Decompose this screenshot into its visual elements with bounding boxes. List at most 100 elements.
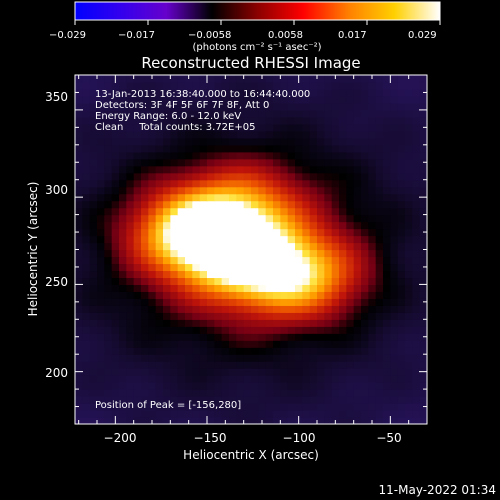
heatmap-cell xyxy=(405,214,413,223)
heatmap-cell xyxy=(89,270,98,279)
heatmap-cell xyxy=(251,165,259,174)
heatmap-cell xyxy=(236,186,245,195)
heatmap-cell xyxy=(133,333,142,341)
heatmap-cell xyxy=(375,165,384,174)
heatmap-cell xyxy=(302,151,311,160)
heatmap-cell xyxy=(339,214,347,223)
heatmap-cell xyxy=(192,221,201,230)
colorbar-ticks xyxy=(74,20,441,25)
heatmap-cell xyxy=(177,312,186,320)
heatmap-cell xyxy=(82,312,91,320)
heatmap-cell xyxy=(302,235,311,244)
heatmap-cell xyxy=(339,172,347,181)
heatmap-cell xyxy=(243,347,252,355)
heatmap-cell xyxy=(368,347,377,355)
heatmap-cell xyxy=(419,396,427,404)
heatmap-cell xyxy=(383,102,391,111)
heatmap-cell xyxy=(75,186,83,195)
heatmap-cell xyxy=(368,291,377,299)
heatmap-cell xyxy=(243,263,252,272)
heatmap-cell xyxy=(273,249,281,258)
heatmap-cell xyxy=(324,81,333,90)
heatmap-cell xyxy=(221,270,230,279)
heatmap-cell xyxy=(75,396,83,404)
heatmap-cell xyxy=(265,151,274,160)
heatmap-cell xyxy=(280,116,289,125)
heatmap-cell xyxy=(390,123,399,132)
heatmap-cell xyxy=(104,172,113,181)
heatmap-cell xyxy=(163,263,171,272)
heatmap-cell xyxy=(317,410,325,418)
heatmap-cell xyxy=(236,130,245,139)
heatmap-cell xyxy=(309,382,318,390)
heatmap-cell xyxy=(163,284,171,292)
heatmap-cell xyxy=(361,396,369,404)
heatmap-cell xyxy=(309,403,318,411)
heatmap-cell xyxy=(375,81,384,90)
heatmap-cell xyxy=(412,123,421,132)
heatmap-cell xyxy=(243,256,252,265)
heatmap-cell xyxy=(397,130,406,139)
heatmap-cell xyxy=(221,368,230,376)
heatmap-cell xyxy=(192,95,201,104)
heatmap-cell xyxy=(287,347,296,355)
heatmap-cell xyxy=(397,123,406,132)
heatmap-cell xyxy=(192,326,201,334)
heatmap-cell xyxy=(148,179,157,188)
heatmap-cell xyxy=(368,382,377,390)
heatmap-cell xyxy=(236,312,245,320)
heatmap-cell xyxy=(97,158,105,167)
heatmap-cell xyxy=(82,403,91,411)
heatmap-cell xyxy=(339,396,347,404)
heatmap-cell xyxy=(185,403,193,411)
heatmap-cell xyxy=(324,109,333,118)
heatmap-cell xyxy=(383,291,391,299)
heatmap-cell xyxy=(170,382,179,390)
heatmap-cell xyxy=(192,214,201,223)
heatmap-cell xyxy=(207,109,215,118)
heatmap-cell xyxy=(185,214,193,223)
heatmap-cell xyxy=(258,410,267,418)
heatmap-cell xyxy=(353,193,362,202)
heatmap-cell xyxy=(75,305,83,313)
heatmap-cell xyxy=(317,277,325,285)
heatmap-cell xyxy=(126,270,135,279)
heatmap-cell xyxy=(317,382,325,390)
heatmap-cell xyxy=(97,235,105,244)
heatmap-cell xyxy=(155,347,164,355)
heatmap-cell xyxy=(324,389,333,397)
heatmap-cell xyxy=(331,228,340,237)
heatmap-cell xyxy=(258,291,267,299)
heatmap-cell xyxy=(361,410,369,418)
heatmap-cell xyxy=(89,326,98,334)
heatmap-cell xyxy=(111,102,120,111)
heatmap-cell xyxy=(258,144,267,153)
heatmap-cell xyxy=(324,326,333,334)
heatmap-cell xyxy=(243,75,252,83)
heatmap-cell xyxy=(295,389,303,397)
heatmap-cell xyxy=(324,249,333,258)
heatmap-cell xyxy=(339,333,347,341)
heatmap-cell xyxy=(199,298,208,306)
heatmap-cell xyxy=(251,81,259,90)
heatmap-cell xyxy=(273,214,281,223)
heatmap-cell xyxy=(390,256,399,265)
heatmap-cell xyxy=(170,109,179,118)
heatmap-cell xyxy=(353,165,362,174)
heatmap-cell xyxy=(170,256,179,265)
heatmap-cell xyxy=(346,249,355,258)
heatmap-cell xyxy=(221,375,230,383)
axis-ticks xyxy=(75,74,428,425)
heatmap-cell xyxy=(287,179,296,188)
heatmap-cell xyxy=(412,75,421,83)
heatmap-cell xyxy=(368,375,377,383)
heatmap-cell xyxy=(133,186,142,195)
heatmap-cell xyxy=(133,382,142,390)
heatmap-cell xyxy=(375,263,384,272)
heatmap-cell xyxy=(243,186,252,195)
heatmap-cell xyxy=(229,410,237,418)
heatmap-cell xyxy=(207,207,215,216)
heatmap-cell xyxy=(133,151,142,160)
heatmap-cell xyxy=(221,333,230,341)
heatmap-cell xyxy=(405,403,413,411)
